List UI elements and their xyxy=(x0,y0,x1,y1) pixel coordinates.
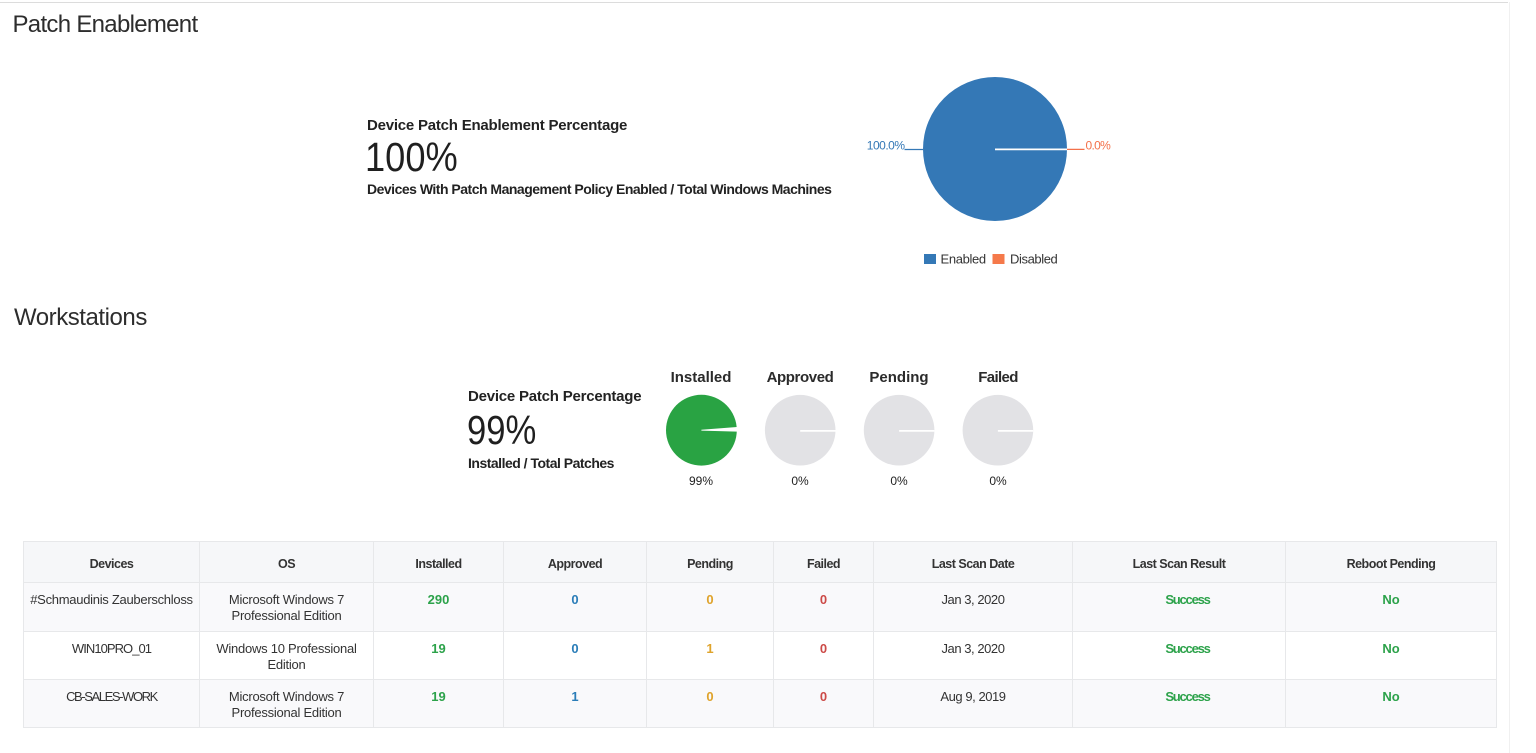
svg-text:Enabled: Enabled xyxy=(941,252,986,267)
svg-text:Disabled: Disabled xyxy=(1010,252,1058,267)
svg-text:0.0%: 0.0% xyxy=(1086,139,1112,153)
svg-text:100.0%: 100.0% xyxy=(867,139,906,153)
